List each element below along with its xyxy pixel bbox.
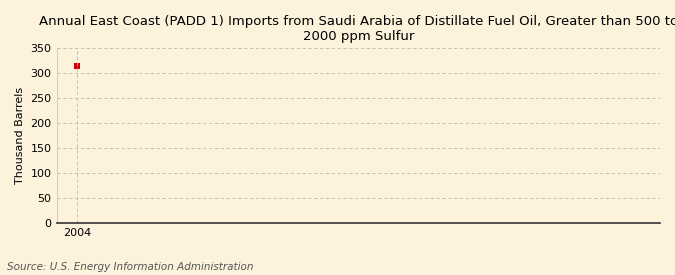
Text: Source: U.S. Energy Information Administration: Source: U.S. Energy Information Administ…: [7, 262, 253, 272]
Y-axis label: Thousand Barrels: Thousand Barrels: [15, 87, 25, 184]
Title: Annual East Coast (PADD 1) Imports from Saudi Arabia of Distillate Fuel Oil, Gre: Annual East Coast (PADD 1) Imports from …: [38, 15, 675, 43]
